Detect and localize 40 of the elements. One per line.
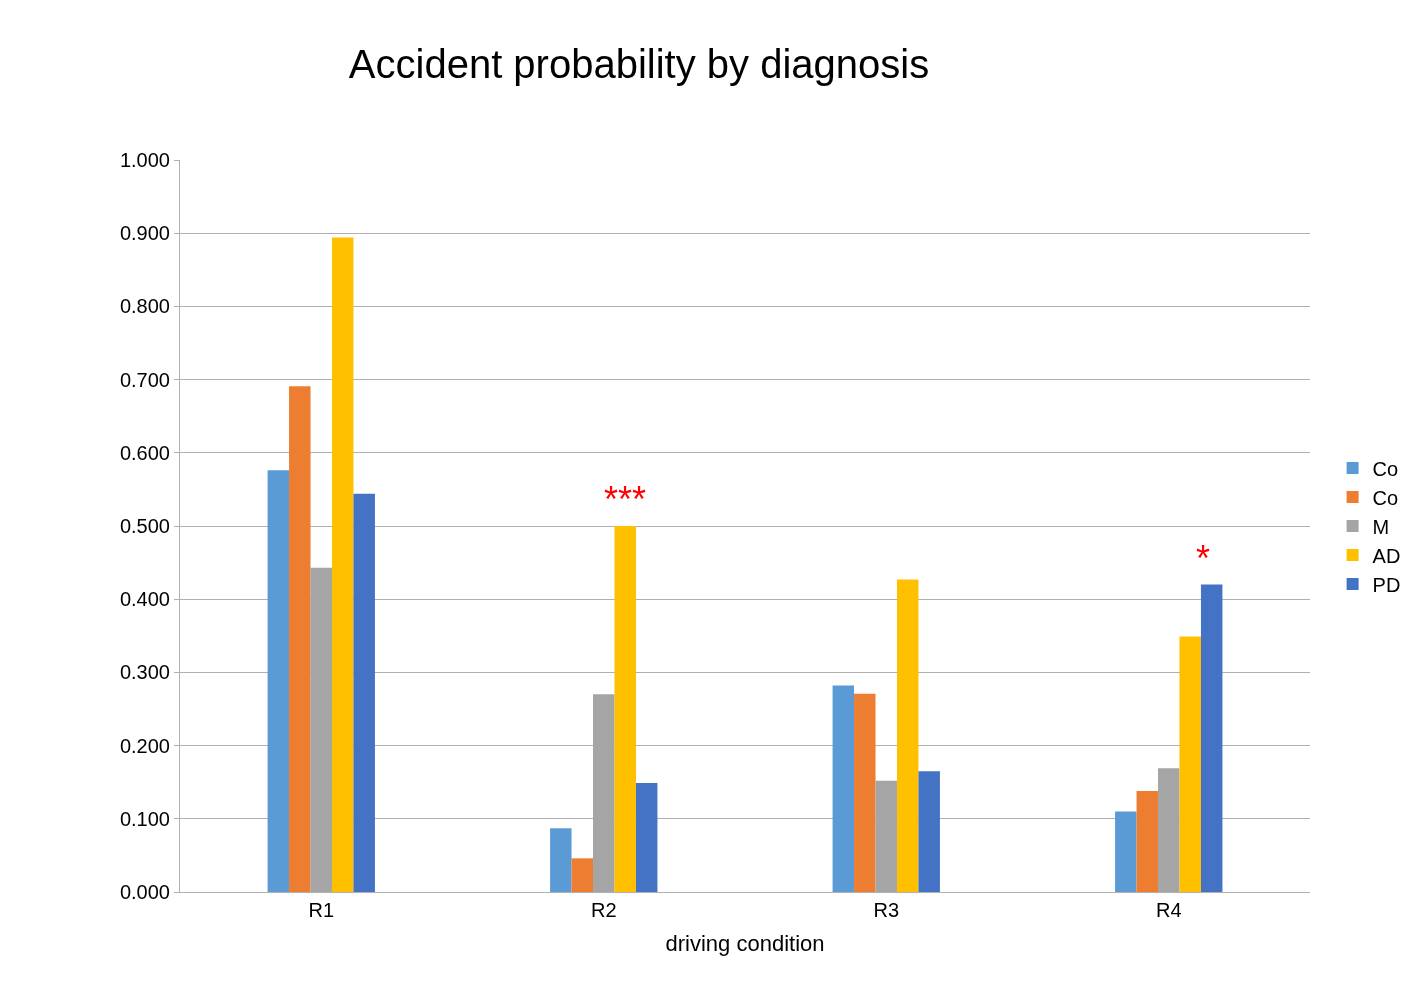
bar (331, 237, 354, 892)
y-tick-label: 0.200 (119, 734, 170, 757)
y-tick-label: 0.000 (119, 881, 170, 903)
bar (896, 579, 919, 892)
bar (571, 858, 594, 892)
y-tick-label: 0.100 (119, 807, 170, 830)
y-tick-label: 0.400 (119, 588, 170, 611)
bar (267, 470, 290, 892)
bar (1179, 636, 1201, 892)
x-tick-label: R1 (308, 899, 335, 921)
x-tick-label: R4 (1155, 899, 1182, 921)
y-tick-label: 0.600 (119, 441, 170, 464)
x-axis-title: driving condition (665, 930, 825, 956)
annotation: *** (604, 479, 647, 520)
legend-label: Co (1372, 457, 1399, 480)
bar (1200, 584, 1223, 892)
legend-label: M (1372, 515, 1390, 538)
bar (550, 828, 572, 892)
y-tick-label: 0.900 (119, 222, 170, 245)
x-tick-label: R2 (590, 899, 617, 921)
legend-label: PD (1372, 573, 1401, 596)
x-tick-label: R3 (873, 899, 900, 921)
y-tick-label: 0.700 (119, 368, 170, 391)
bar (1136, 790, 1159, 892)
annotation: * (1196, 538, 1211, 579)
chart-title: Accident probability by diagnosis (348, 42, 930, 87)
bar (1115, 811, 1137, 892)
bar (854, 693, 876, 892)
legend-label: Co (1372, 486, 1399, 509)
y-tick-label: 0.500 (119, 515, 170, 537)
y-tick-label: 1.000 (119, 149, 170, 171)
bar (918, 771, 940, 892)
bar (289, 386, 311, 892)
legend-label: AD (1372, 544, 1401, 567)
bar (614, 526, 636, 892)
bar (832, 685, 855, 892)
bar (635, 782, 658, 892)
y-tick-label: 0.800 (119, 295, 170, 318)
bar (353, 493, 375, 892)
y-tick-label: 0.300 (119, 661, 170, 684)
